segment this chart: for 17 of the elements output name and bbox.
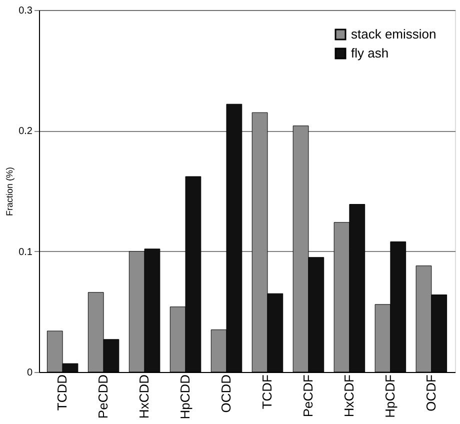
legend-label: stack emission [351, 26, 436, 42]
x-tick-label: PeCDD [96, 374, 111, 419]
x-tick-label: HpCDD [178, 374, 193, 420]
y-tick-label: 0.2 [18, 126, 33, 138]
x-tick-label: OCDF [423, 374, 438, 412]
x-tick-label: HxCDD [136, 374, 152, 419]
y-tick-label: 0.1 [18, 246, 33, 258]
x-tick-label: OCDD [218, 374, 234, 413]
x-tick-label: TCDF [259, 374, 274, 410]
x-tick-label: PeCDF [300, 374, 316, 418]
legend-label: fly ash [351, 46, 389, 60]
y-axis-title: Fraction (%) [4, 166, 15, 216]
y-tick-label: 0 [26, 368, 33, 378]
x-tick-label: TCDD [54, 374, 70, 411]
x-tick-label: HxCDF [341, 374, 356, 418]
y-tick-label: 0.3 [18, 6, 33, 16]
x-tick-label: HpCDF [382, 374, 398, 418]
